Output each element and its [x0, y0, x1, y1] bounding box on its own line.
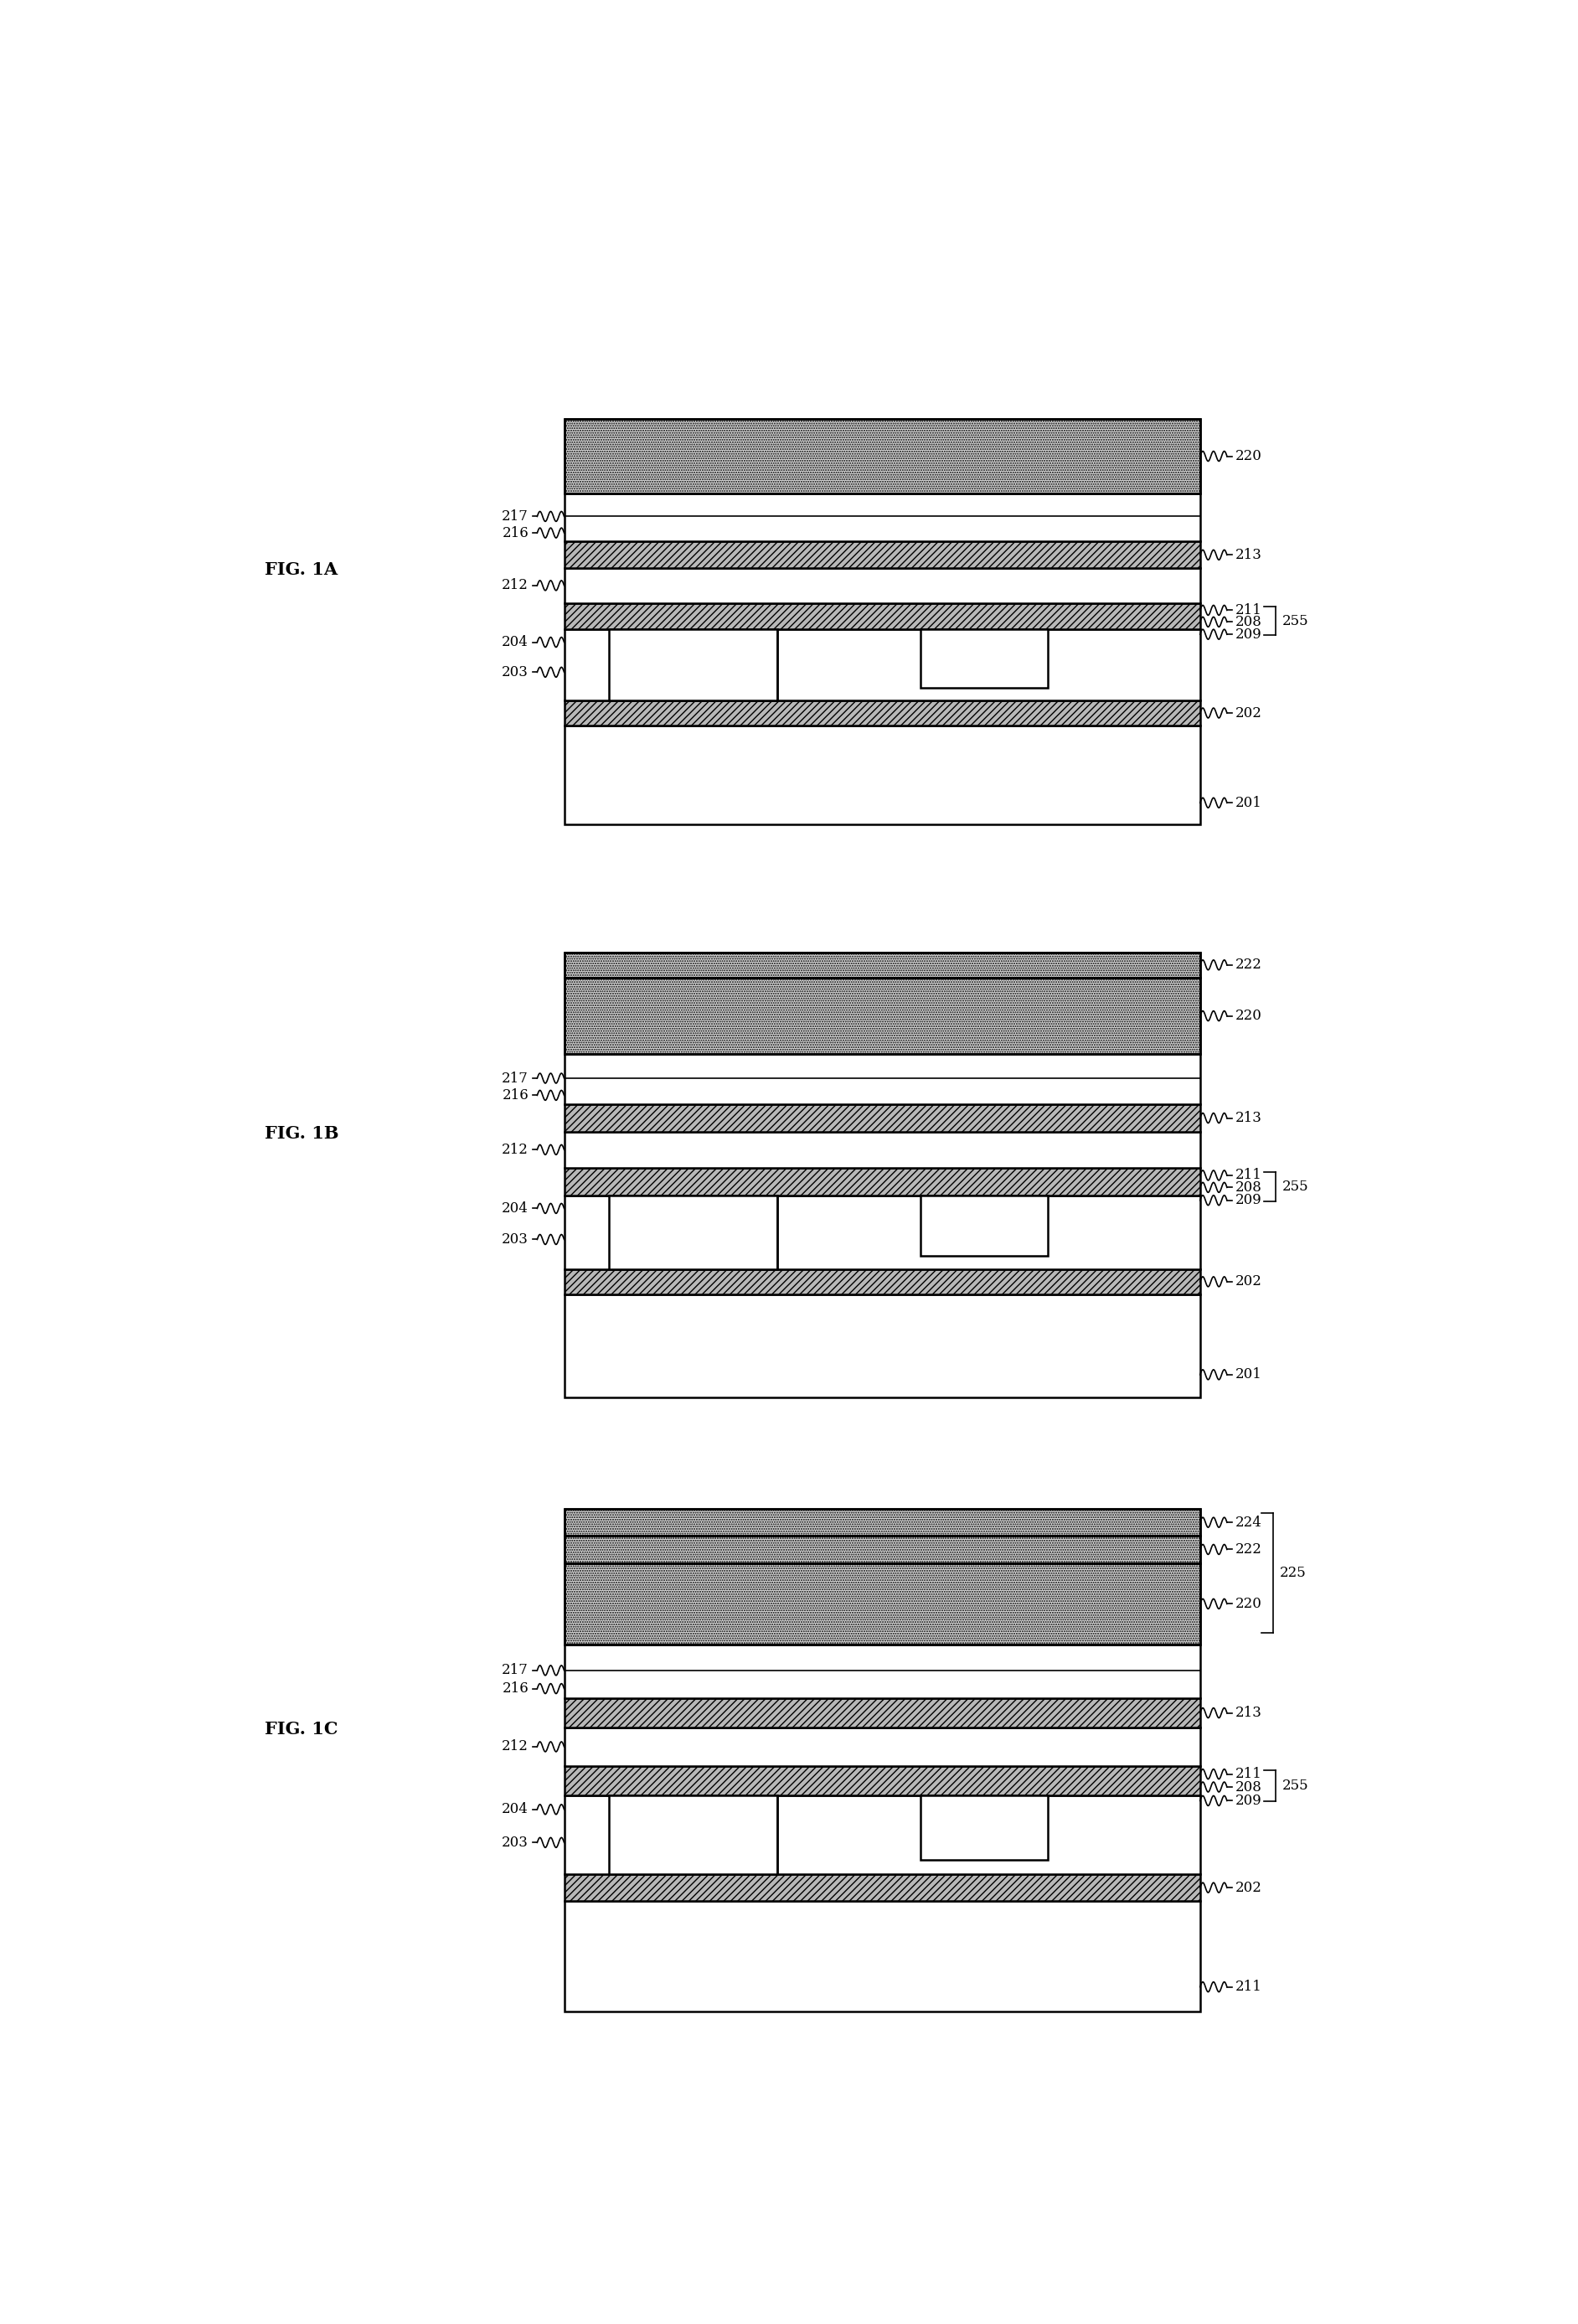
- Text: 204: 204: [502, 1202, 529, 1215]
- Text: 213: 213: [1236, 548, 1262, 562]
- Bar: [609, 1794, 778, 1873]
- Bar: [565, 1195, 1201, 1269]
- Text: 255: 255: [1281, 614, 1308, 627]
- Text: 222: 222: [1236, 1543, 1262, 1557]
- Text: FIG. 1A: FIG. 1A: [265, 562, 338, 579]
- Text: 255: 255: [1281, 1178, 1308, 1195]
- Text: 202: 202: [1236, 1880, 1262, 1894]
- Text: 211: 211: [1236, 1766, 1262, 1780]
- Bar: [565, 1699, 1201, 1727]
- Bar: [565, 1508, 1201, 1536]
- Text: 216: 216: [502, 1088, 529, 1102]
- Bar: [565, 702, 1201, 725]
- Bar: [565, 953, 1201, 978]
- Text: 217: 217: [502, 509, 529, 523]
- Bar: [920, 1195, 1048, 1255]
- Bar: [565, 1055, 1201, 1104]
- Text: 209: 209: [1236, 1192, 1262, 1208]
- Text: 212: 212: [502, 1741, 529, 1755]
- Bar: [565, 1508, 1201, 1536]
- Text: FIG. 1B: FIG. 1B: [265, 1125, 339, 1141]
- Bar: [920, 1794, 1048, 1859]
- Bar: [565, 1104, 1201, 1132]
- Text: 255: 255: [1281, 1778, 1308, 1794]
- Bar: [565, 1536, 1201, 1564]
- Bar: [565, 1901, 1201, 2010]
- Text: 203: 203: [502, 1836, 529, 1850]
- Bar: [609, 630, 778, 702]
- Text: 225: 225: [1280, 1566, 1307, 1580]
- Text: 220: 220: [1236, 1597, 1262, 1611]
- Bar: [565, 1294, 1201, 1397]
- Text: 212: 212: [502, 579, 529, 593]
- Text: 208: 208: [1236, 1181, 1262, 1195]
- Bar: [565, 978, 1201, 1055]
- Text: 201: 201: [1236, 795, 1262, 809]
- Text: 211: 211: [1236, 1980, 1262, 1994]
- Text: 201: 201: [1236, 1367, 1262, 1383]
- Bar: [565, 1269, 1201, 1294]
- Bar: [565, 1766, 1201, 1794]
- Text: 202: 202: [1236, 1274, 1262, 1290]
- Bar: [565, 978, 1201, 1055]
- Bar: [565, 1536, 1201, 1564]
- Bar: [565, 725, 1201, 825]
- Text: 211: 211: [1236, 1169, 1262, 1183]
- Text: 204: 204: [502, 634, 529, 648]
- Bar: [565, 418, 1201, 493]
- Bar: [565, 1132, 1201, 1167]
- Text: 203: 203: [502, 1232, 529, 1246]
- Text: 208: 208: [1236, 1780, 1262, 1794]
- Text: 224: 224: [1236, 1515, 1262, 1529]
- Bar: [565, 1727, 1201, 1766]
- Text: 203: 203: [502, 665, 529, 679]
- Bar: [565, 1167, 1201, 1195]
- Text: 213: 213: [1236, 1111, 1262, 1125]
- Bar: [565, 602, 1201, 630]
- Bar: [565, 1564, 1201, 1645]
- Bar: [565, 418, 1201, 493]
- Bar: [565, 1794, 1201, 1873]
- Bar: [920, 630, 1048, 688]
- Text: 216: 216: [502, 525, 529, 539]
- Text: 212: 212: [502, 1143, 529, 1157]
- Bar: [609, 1195, 778, 1269]
- Text: 216: 216: [502, 1683, 529, 1697]
- Bar: [565, 1564, 1201, 1645]
- Text: 213: 213: [1236, 1706, 1262, 1720]
- Text: 202: 202: [1236, 706, 1262, 720]
- Text: 208: 208: [1236, 616, 1262, 630]
- Bar: [565, 953, 1201, 978]
- Bar: [565, 630, 1201, 702]
- Bar: [565, 541, 1201, 567]
- Text: 211: 211: [1236, 604, 1262, 618]
- Text: FIG. 1C: FIG. 1C: [265, 1720, 338, 1738]
- Text: 220: 220: [1236, 449, 1262, 462]
- Bar: [565, 567, 1201, 602]
- Text: 220: 220: [1236, 1009, 1262, 1023]
- Text: 217: 217: [502, 1664, 529, 1678]
- Bar: [565, 1645, 1201, 1699]
- Text: 209: 209: [1236, 1794, 1262, 1808]
- Text: 222: 222: [1236, 957, 1262, 971]
- Text: 217: 217: [502, 1071, 529, 1085]
- Text: 204: 204: [502, 1803, 529, 1817]
- Bar: [565, 1873, 1201, 1901]
- Text: 209: 209: [1236, 627, 1262, 641]
- Bar: [565, 493, 1201, 541]
